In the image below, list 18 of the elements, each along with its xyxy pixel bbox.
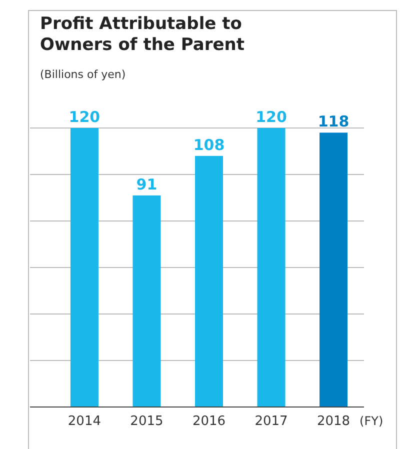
x-tick-label: 2014 xyxy=(68,414,102,429)
bar xyxy=(70,128,98,407)
x-tick-label: 2018 xyxy=(316,414,350,429)
bar xyxy=(194,156,224,407)
bar xyxy=(320,132,348,407)
x-axis-title: (FY) xyxy=(360,414,384,428)
chart-title: Profit Attributable to Owners of the Parent xyxy=(40,14,246,56)
data-label: 91 xyxy=(136,175,158,194)
bar xyxy=(257,128,286,407)
x-tick-label: 2015 xyxy=(130,414,164,429)
data-label: 120 xyxy=(68,108,100,126)
bar xyxy=(132,195,161,407)
chart-subtitle: (Billions of yen) xyxy=(40,68,126,81)
x-tick-label: 2016 xyxy=(192,414,226,429)
data-label: 108 xyxy=(193,136,225,154)
data-label: 120 xyxy=(256,108,287,126)
x-tick-label: 2017 xyxy=(254,414,288,429)
data-label: 118 xyxy=(318,112,350,131)
